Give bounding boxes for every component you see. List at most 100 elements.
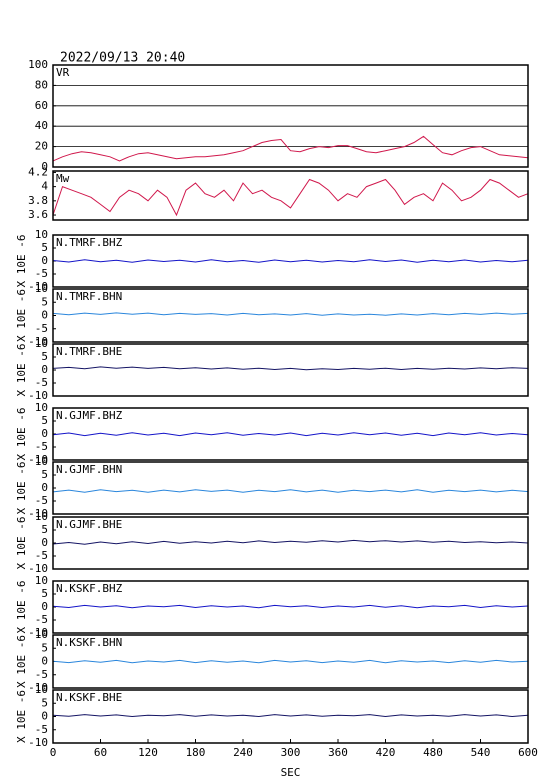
- y-tick-label: 0: [41, 254, 48, 267]
- y-tick-label: -5: [35, 494, 48, 507]
- panel-label: VR: [56, 66, 70, 79]
- y-tick-label: 10: [35, 337, 48, 350]
- panel-frame: [52, 343, 529, 397]
- x-tick-label: 180: [186, 746, 206, 759]
- x-axis-label: SEC: [281, 766, 301, 779]
- y-tick-label: -5: [35, 440, 48, 453]
- trace: [52, 135, 529, 162]
- trace: [52, 432, 529, 437]
- panel-label: N.TMRF.BHE: [56, 345, 122, 358]
- x-tick-label: 0: [50, 746, 57, 759]
- y-axis-label: X 10E -6: [15, 690, 28, 743]
- y-tick-label: 5: [41, 241, 48, 254]
- y-tick-label: 10: [35, 228, 48, 241]
- y-tick-label: -10: [28, 507, 48, 520]
- panel-label: Mw: [56, 172, 70, 185]
- y-tick-label: 0: [41, 600, 48, 613]
- y-tick-label: -10: [28, 736, 48, 749]
- y-tick-label: -10: [28, 453, 48, 466]
- x-tick-label: 120: [138, 746, 158, 759]
- panel-frame: [52, 64, 529, 168]
- y-tick-label: 20: [35, 140, 48, 153]
- y-tick-label: 10: [35, 628, 48, 641]
- y-tick-label: 60: [35, 99, 48, 112]
- y-tick-label: -5: [35, 723, 48, 736]
- y-tick-label: 5: [41, 468, 48, 481]
- y-tick-label: 0: [41, 427, 48, 440]
- y-axis-label: X 10E -6: [15, 462, 28, 515]
- x-tick-label: 240: [233, 746, 253, 759]
- x-tick-label: 300: [281, 746, 301, 759]
- trace: [52, 539, 529, 545]
- y-axis-label: X 10E -6: [15, 635, 28, 688]
- y-tick-label: 0: [41, 481, 48, 494]
- trace: [52, 259, 529, 263]
- panel-frame: [52, 407, 529, 461]
- y-tick-label: -5: [35, 668, 48, 681]
- y-tick-label: -5: [35, 267, 48, 280]
- panel-label: N.KSKF.BHN: [56, 636, 122, 649]
- y-tick-label: 0: [41, 655, 48, 668]
- y-tick-label: 10: [35, 282, 48, 295]
- y-tick-label: 5: [41, 587, 48, 600]
- y-tick-label: 40: [35, 119, 48, 132]
- y-tick-label: 0: [41, 363, 48, 376]
- trace: [52, 604, 529, 609]
- trace: [52, 178, 529, 217]
- panel-label: N.KSKF.BHZ: [56, 582, 123, 595]
- x-tick-label: 480: [423, 746, 443, 759]
- panel-label: N.KSKF.BHE: [56, 691, 122, 704]
- panel-frame: [52, 580, 529, 634]
- panel-label: N.TMRF.BHN: [56, 290, 122, 303]
- y-tick-label: 10: [35, 683, 48, 696]
- panel-label: N.GJMF.BHZ: [56, 409, 123, 422]
- x-tick-label: 360: [328, 746, 348, 759]
- y-tick-label: 0: [41, 710, 48, 723]
- y-tick-label: -5: [35, 613, 48, 626]
- y-tick-label: 4: [41, 180, 48, 193]
- y-tick-label: -10: [28, 626, 48, 639]
- y-tick-label: -10: [28, 562, 48, 575]
- y-tick-label: -10: [28, 335, 48, 348]
- panel-frame: [52, 288, 529, 343]
- x-tick-label: 600: [518, 746, 538, 759]
- y-tick-label: 0: [41, 536, 48, 549]
- y-tick-label: 5: [41, 523, 48, 536]
- y-tick-label: 5: [41, 295, 48, 308]
- x-tick-label: 60: [94, 746, 107, 759]
- y-tick-label: 100: [28, 58, 48, 71]
- y-tick-label: 5: [41, 350, 48, 363]
- y-tick-label: 0: [41, 309, 48, 322]
- panel-label: N.TMRF.BHZ: [56, 236, 123, 249]
- y-tick-label: -5: [35, 549, 48, 562]
- y-tick-label: 0: [41, 160, 48, 173]
- y-tick-label: 10: [35, 401, 48, 414]
- y-tick-label: -10: [28, 389, 48, 402]
- panel-frame: [52, 461, 529, 515]
- trace: [52, 714, 529, 718]
- y-tick-label: 10: [35, 574, 48, 587]
- panel-frame: [52, 516, 529, 570]
- chart-title: 2022/09/13 20:40: [60, 51, 185, 66]
- y-tick-label: -5: [35, 322, 48, 335]
- trace: [52, 489, 529, 493]
- y-tick-label: 10: [35, 510, 48, 523]
- y-tick-label: 3.6: [28, 208, 48, 221]
- y-tick-label: -10: [28, 681, 48, 694]
- trace: [52, 312, 529, 316]
- y-axis-label: X 10E -6: [15, 408, 28, 461]
- x-tick-label: 420: [376, 746, 396, 759]
- y-axis-label: X 10E -6: [15, 289, 28, 342]
- panel-frame: [52, 234, 529, 288]
- y-tick-label: -5: [35, 376, 48, 389]
- trace: [52, 659, 529, 664]
- panel-label: N.GJMF.BHE: [56, 518, 122, 531]
- y-tick-label: 5: [41, 414, 48, 427]
- x-tick-label: 540: [471, 746, 491, 759]
- panel-frame: [52, 634, 529, 689]
- y-tick-label: -10: [28, 280, 48, 293]
- y-axis-label: X 10E -6: [15, 235, 28, 288]
- y-tick-label: 5: [41, 641, 48, 654]
